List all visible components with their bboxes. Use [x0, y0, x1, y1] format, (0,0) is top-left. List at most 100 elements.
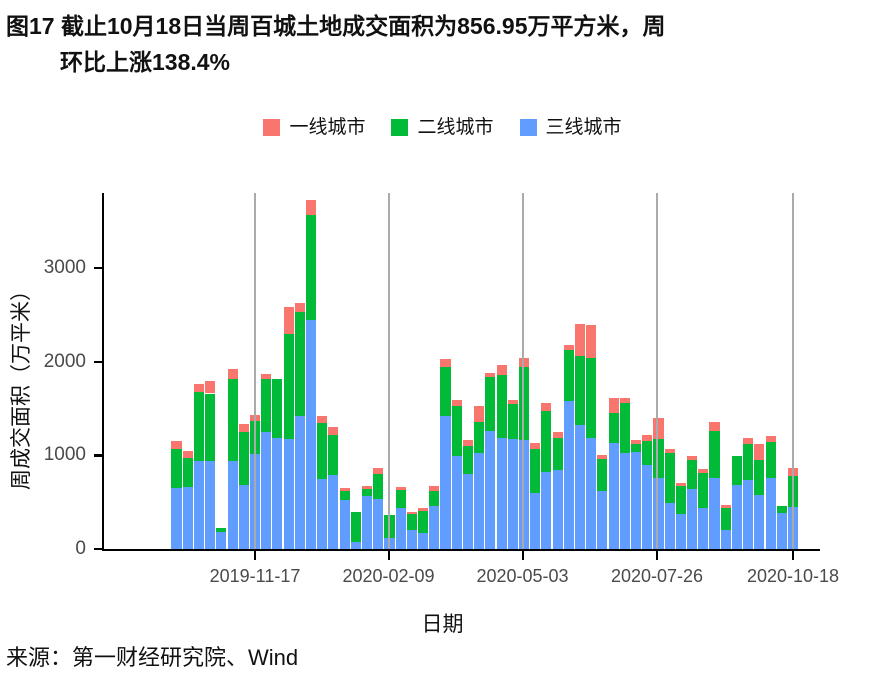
- bar-segment-tier1: [406, 511, 417, 515]
- bar-segment-tier3: [406, 530, 417, 549]
- bar-segment-tier1: [451, 400, 462, 406]
- bar-2020-07-26[interactable]: [653, 417, 664, 549]
- bar-segment-tier3: [776, 513, 787, 549]
- bar-segment-tier3: [653, 477, 664, 549]
- bar-2020-05-10[interactable]: [530, 443, 541, 549]
- bar-2020-04-26[interactable]: [507, 400, 518, 549]
- bar-2020-01-05[interactable]: [328, 427, 339, 549]
- bar-2019-12-08[interactable]: [283, 307, 294, 549]
- bar-segment-tier2: [485, 376, 496, 431]
- bar-segment-tier1: [507, 400, 518, 404]
- bar-2020-09-13[interactable]: [731, 456, 742, 549]
- legend-swatch-tier2: [391, 119, 409, 136]
- bar-2020-03-08[interactable]: [429, 486, 440, 549]
- bar-segment-tier2: [418, 510, 429, 534]
- legend-swatch-tier3: [519, 119, 537, 136]
- bar-segment-tier1: [496, 365, 507, 375]
- bar-segment-tier3: [687, 489, 698, 549]
- legend-swatch-tier1: [263, 119, 281, 136]
- bar-2020-01-12[interactable]: [339, 488, 350, 549]
- bar-segment-tier2: [720, 507, 731, 531]
- bar-2019-12-22[interactable]: [305, 199, 317, 549]
- bar-2019-10-27[interactable]: [216, 528, 227, 549]
- bar-2020-04-12[interactable]: [485, 372, 496, 549]
- bar-2020-01-26[interactable]: [362, 486, 373, 549]
- bar-2020-07-19[interactable]: [642, 434, 653, 549]
- bar-segment-tier2: [305, 214, 317, 321]
- gridline-2020-07-26: [656, 193, 658, 549]
- bar-segment-tier1: [339, 488, 350, 491]
- bar-2020-08-30[interactable]: [709, 421, 720, 549]
- bar-segment-tier3: [698, 507, 709, 549]
- bar-segment-tier2: [171, 448, 182, 489]
- bar-2020-03-22[interactable]: [451, 400, 462, 549]
- bar-2020-05-17[interactable]: [541, 402, 552, 549]
- bar-2019-12-15[interactable]: [294, 302, 305, 549]
- legend-item-tier3[interactable]: 三线城市: [519, 118, 622, 137]
- bar-2020-05-31[interactable]: [563, 344, 574, 549]
- bar-2020-03-01[interactable]: [418, 507, 429, 549]
- bar-2020-04-05[interactable]: [474, 405, 485, 549]
- bar-segment-tier1: [720, 504, 731, 508]
- bar-2020-08-02[interactable]: [664, 448, 675, 549]
- bar-2020-08-16[interactable]: [687, 456, 698, 549]
- bar-2019-12-01[interactable]: [272, 378, 283, 549]
- bar-2020-03-29[interactable]: [462, 440, 473, 549]
- bar-2019-09-29[interactable]: [171, 441, 182, 549]
- bar-segment-tier2: [631, 444, 642, 452]
- bar-segment-tier3: [765, 477, 776, 549]
- bar-segment-tier1: [294, 302, 305, 312]
- bar-2020-06-28[interactable]: [608, 398, 619, 549]
- bar-segment-tier2: [227, 379, 238, 461]
- bar-2020-10-04[interactable]: [765, 435, 776, 549]
- bar-segment-tier3: [731, 485, 742, 549]
- bar-segment-tier2: [731, 456, 742, 486]
- bar-2020-07-12[interactable]: [631, 440, 642, 549]
- bar-2020-06-07[interactable]: [574, 324, 586, 549]
- bar-2020-10-11[interactable]: [776, 505, 787, 549]
- bar-2020-09-20[interactable]: [743, 437, 754, 549]
- chart-title-line1: 图17 截止10月18日当周百城土地成交面积为856.95万平方米，周: [6, 13, 666, 39]
- bar-segment-tier1: [518, 357, 530, 368]
- bar-2019-11-10[interactable]: [238, 424, 249, 549]
- bar-segment-tier1: [541, 402, 552, 412]
- bar-2019-11-24[interactable]: [261, 373, 272, 549]
- y-tick-0: [94, 548, 103, 551]
- bar-segment-tier1: [193, 384, 204, 392]
- bar-2020-07-05[interactable]: [619, 398, 630, 549]
- x-tick-label-2020-07-26: 2020-07-26: [610, 566, 704, 586]
- bar-segment-tier2: [395, 489, 406, 508]
- bar-2019-11-03[interactable]: [227, 369, 238, 549]
- bar-2019-10-20[interactable]: [205, 381, 216, 549]
- bar-2020-09-27[interactable]: [754, 444, 765, 549]
- bar-segment-tier1: [373, 467, 384, 475]
- bar-segment-tier2: [675, 486, 686, 515]
- bar-segment-tier2: [182, 458, 193, 488]
- bar-2019-10-06[interactable]: [182, 450, 193, 549]
- bar-2020-08-09[interactable]: [675, 482, 686, 549]
- bar-2020-02-02[interactable]: [373, 467, 384, 549]
- y-axis-title: 周成交面积（万平米）: [10, 280, 33, 490]
- bar-2020-06-14[interactable]: [586, 325, 597, 549]
- bar-segment-tier2: [518, 367, 530, 441]
- bar-2019-10-13[interactable]: [193, 384, 204, 549]
- legend-item-tier2[interactable]: 二线城市: [391, 118, 494, 137]
- bar-2020-01-19[interactable]: [350, 511, 361, 549]
- bar-2020-06-21[interactable]: [597, 455, 608, 549]
- bar-2020-02-23[interactable]: [406, 511, 417, 549]
- y-axis-line: [102, 193, 105, 551]
- bar-2020-08-23[interactable]: [698, 469, 709, 549]
- bar-2020-09-06[interactable]: [720, 504, 731, 549]
- bar-segment-tier2: [743, 444, 754, 480]
- legend-item-tier1[interactable]: 一线城市: [263, 118, 365, 137]
- bar-2020-04-19[interactable]: [496, 365, 507, 549]
- bar-2020-03-15[interactable]: [440, 358, 451, 549]
- bar-2020-02-16[interactable]: [395, 487, 406, 549]
- bar-segment-tier2: [687, 460, 698, 490]
- bar-segment-tier3: [429, 505, 440, 549]
- bar-2020-05-24[interactable]: [552, 431, 563, 549]
- bar-2019-12-29[interactable]: [317, 415, 328, 549]
- bar-segment-tier2: [574, 356, 586, 426]
- x-tick-2020-02-09: [387, 551, 390, 560]
- bar-2020-05-03[interactable]: [518, 357, 530, 549]
